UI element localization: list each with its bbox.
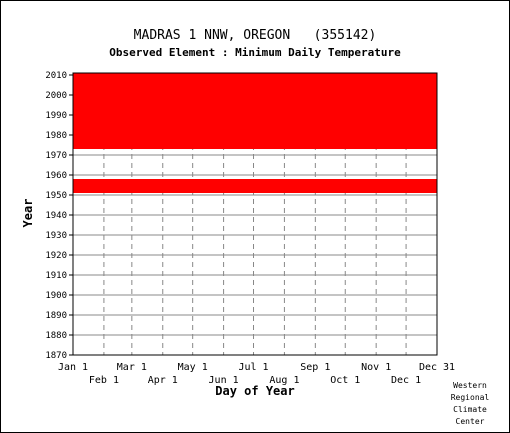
y-tick-label: 2000 [45,91,67,101]
y-tick-label: 1930 [45,231,67,241]
x-tick-label: Feb 1 [89,375,119,386]
y-tick-label: 2010 [45,71,67,81]
x-tick-label: Dec 31 [419,362,455,373]
y-tick-label: 1990 [45,111,67,121]
y-tick-label: 1910 [45,271,67,281]
data-layer [73,73,437,193]
axes: 1870 1880 1890 1900 1910 1920 1930 1940 1950 1960… [45,71,455,386]
x-tick-label: Mar 1 [117,362,147,373]
x-tick-label: Aug 1 [269,375,299,386]
y-tick-label: 1970 [45,151,67,161]
credit-line: Center [455,417,485,426]
data-coverage-bar [73,179,437,193]
x-tick-label: Jun 1 [209,375,239,386]
chart-subtitle: Observed Element : Minimum Daily Tempera… [109,46,401,59]
x-tick-label: Oct 1 [330,375,360,386]
y-tick-label: 1940 [45,211,67,221]
credit-line: Climate [453,405,487,414]
x-tick-label: Jan 1 [58,362,88,373]
y-tick-label: 1960 [45,171,67,181]
plot-border [72,72,438,356]
x-tick-label: Nov 1 [361,362,391,373]
y-tick-label: 1920 [45,251,67,261]
chart-title: MADRAS 1 NNW, OREGON (355142) [134,28,377,43]
x-tick-label: Apr 1 [148,375,178,386]
x-tick-label: Dec 1 [391,375,421,386]
y-axis-label: Year [21,199,35,228]
y-tick-label: 1900 [45,291,67,301]
data-coverage-bar [73,73,437,149]
x-tick-label: Jul 1 [238,362,268,373]
x-tick-label: Sep 1 [300,362,330,373]
credit-line: Western [453,381,487,390]
y-tick-label: 1880 [45,331,67,341]
y-tick-label: 1890 [45,311,67,321]
x-tick-label: May 1 [178,362,208,373]
x-axis-label: Day of Year [215,384,294,398]
y-tick-label: 1870 [45,351,67,361]
y-tick-label: 1950 [45,191,67,201]
y-tick-label: 1980 [45,131,67,141]
credit-line: Regional [450,393,490,402]
credit-text: Western Regional Climate Center [445,380,495,428]
